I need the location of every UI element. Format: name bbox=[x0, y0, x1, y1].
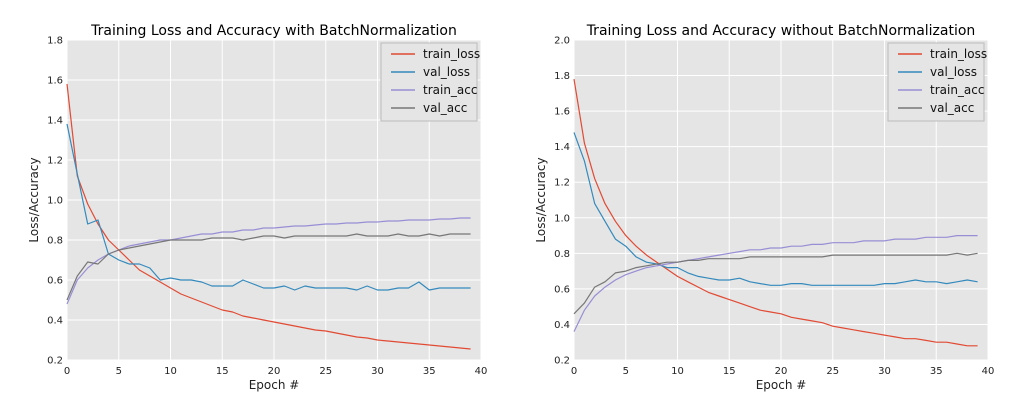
x-tick-label: 20 bbox=[775, 366, 788, 377]
legend-label: train_acc bbox=[423, 83, 477, 97]
x-tick-label: 40 bbox=[982, 366, 995, 377]
series-line-train-acc bbox=[573, 235, 978, 332]
series-group bbox=[66, 83, 471, 350]
legend-label: train_acc bbox=[930, 83, 984, 97]
chart-without-batchnorm: Training Loss and Accuracy without Batch… bbox=[534, 23, 994, 392]
y-tick-label: 1.0 bbox=[47, 196, 63, 207]
chart-title: Training Loss and Accuracy with BatchNor… bbox=[90, 23, 457, 39]
y-tick-label: 1.4 bbox=[554, 142, 570, 153]
legend: train_loss val_loss train_acc val_acc bbox=[887, 42, 987, 122]
x-tick-label: 0 bbox=[571, 366, 577, 377]
x-tick-label: 10 bbox=[164, 366, 177, 377]
chart-with-batchnorm: Training Loss and Accuracy with BatchNor… bbox=[27, 23, 487, 392]
x-axis-label: Epoch # bbox=[249, 378, 300, 392]
series-line-train-acc bbox=[66, 217, 471, 305]
x-tick-label: 25 bbox=[826, 366, 839, 377]
series-line-train-loss bbox=[66, 83, 471, 350]
x-tick-label: 15 bbox=[723, 366, 736, 377]
ticks: 0 5 10 15 20 25 30 35 40 0.2 0.4 0.6 0.8 1.0 1.2 1.4 1.6… bbox=[47, 36, 487, 378]
y-tick-label: 1.8 bbox=[554, 71, 570, 82]
legend-label: val_loss bbox=[930, 65, 977, 79]
series-line-val-loss bbox=[66, 123, 471, 291]
y-tick-label: 0.8 bbox=[554, 249, 570, 260]
series-line-val-acc bbox=[573, 252, 978, 315]
y-axis-label: Loss/Accuracy bbox=[534, 157, 548, 242]
x-tick-label: 5 bbox=[116, 366, 122, 377]
legend-label: val_loss bbox=[423, 65, 470, 79]
y-tick-label: 1.8 bbox=[47, 36, 63, 47]
x-axis-label: Epoch # bbox=[756, 378, 807, 392]
y-tick-label: 1.2 bbox=[554, 178, 570, 189]
y-axis-label: Loss/Accuracy bbox=[27, 157, 41, 242]
x-tick-label: 30 bbox=[878, 366, 891, 377]
y-tick-label: 1.6 bbox=[554, 107, 570, 118]
series-line-train-loss bbox=[573, 79, 978, 347]
y-tick-label: 0.6 bbox=[554, 284, 570, 295]
legend-label: val_acc bbox=[423, 101, 467, 115]
y-tick-label: 1.6 bbox=[47, 76, 63, 87]
x-tick-label: 25 bbox=[319, 366, 332, 377]
x-tick-label: 35 bbox=[930, 366, 943, 377]
y-tick-label: 0.6 bbox=[47, 276, 63, 287]
series-group bbox=[573, 79, 978, 347]
y-tick-label: 0.4 bbox=[554, 320, 570, 331]
legend-label: train_loss bbox=[423, 47, 480, 61]
y-tick-label: 1.2 bbox=[47, 156, 63, 167]
y-tick-label: 1.4 bbox=[47, 116, 63, 127]
x-tick-label: 35 bbox=[423, 366, 436, 377]
x-tick-label: 10 bbox=[671, 366, 684, 377]
y-tick-label: 0.2 bbox=[47, 356, 63, 367]
legend-label: val_acc bbox=[930, 101, 974, 115]
x-tick-label: 5 bbox=[623, 366, 629, 377]
x-tick-label: 0 bbox=[64, 366, 70, 377]
y-tick-label: 0.2 bbox=[554, 356, 570, 367]
legend: train_loss val_loss train_acc val_acc bbox=[380, 42, 480, 122]
y-tick-label: 0.8 bbox=[47, 236, 63, 247]
x-tick-label: 20 bbox=[268, 366, 281, 377]
chart-title: Training Loss and Accuracy without Batch… bbox=[586, 23, 976, 39]
legend-label: train_loss bbox=[930, 47, 987, 61]
y-tick-label: 0.4 bbox=[47, 316, 63, 327]
y-tick-label: 2.0 bbox=[554, 36, 570, 47]
series-line-val-acc bbox=[66, 233, 471, 301]
ticks: 0 5 10 15 20 25 30 35 40 0.2 0.4 0.6 0.8 1.0 1.2 1.4 1.6… bbox=[554, 36, 994, 378]
x-tick-label: 15 bbox=[216, 366, 229, 377]
x-tick-label: 30 bbox=[371, 366, 384, 377]
x-tick-label: 40 bbox=[475, 366, 488, 377]
series-line-val-loss bbox=[573, 132, 978, 286]
y-tick-label: 1.0 bbox=[554, 213, 570, 224]
